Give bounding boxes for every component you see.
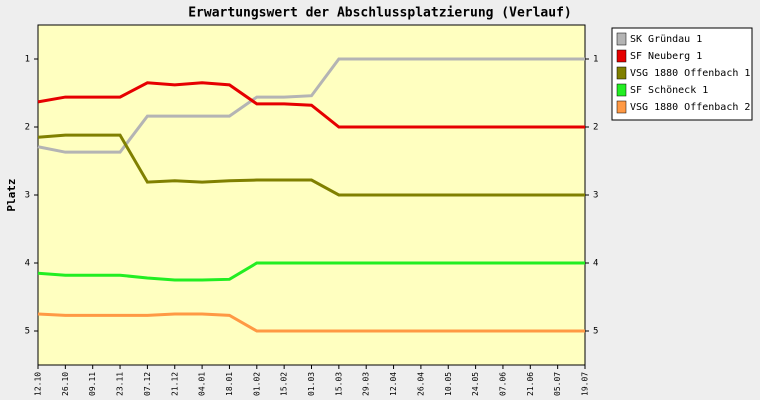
x-tick-label: 26.10 bbox=[61, 372, 70, 396]
x-tick-label: 01.03 bbox=[307, 372, 316, 396]
x-tick-label: 29.03 bbox=[362, 372, 371, 396]
y2-tick-label: 1 bbox=[593, 55, 598, 65]
y-tick-label: 3 bbox=[25, 191, 30, 201]
y2-tick-label: 5 bbox=[593, 327, 598, 337]
y-tick-label: 5 bbox=[25, 327, 30, 337]
x-tick-label: 01.02 bbox=[252, 372, 261, 396]
legend-label: SF Neuberg 1 bbox=[630, 51, 702, 62]
x-tick-label: 18.01 bbox=[225, 372, 234, 396]
y-tick-label: 4 bbox=[25, 259, 30, 269]
x-tick-label: 15.03 bbox=[334, 372, 343, 396]
x-tick-label: 19.07 bbox=[581, 372, 590, 396]
legend-swatch bbox=[616, 49, 627, 63]
x-tick-label: 07.06 bbox=[498, 372, 507, 396]
x-tick-label: 24.05 bbox=[471, 372, 480, 396]
legend-label: SF Schöneck 1 bbox=[630, 85, 708, 96]
legend-label: SK Gründau 1 bbox=[630, 34, 702, 45]
x-tick-label: 09.11 bbox=[88, 372, 97, 396]
x-tick-label: 10.05 bbox=[444, 372, 453, 396]
series-line bbox=[37, 133, 585, 197]
x-tick-label: 07.12 bbox=[143, 372, 152, 396]
chart-title: Erwartungswert der Abschlussplatzierung … bbox=[188, 6, 572, 21]
x-tick-label: 21.06 bbox=[526, 372, 535, 396]
series-line bbox=[37, 57, 585, 154]
y-axis-label: Platz bbox=[5, 178, 18, 211]
x-tick-label: 05.07 bbox=[553, 372, 562, 396]
x-tick-label: 12.10 bbox=[34, 372, 43, 396]
x-tick-label: 15.02 bbox=[280, 372, 289, 396]
y-tick-label: 2 bbox=[25, 123, 30, 133]
y2-tick-label: 2 bbox=[593, 123, 598, 133]
legend-label: VSG 1880 Offenbach 2 bbox=[630, 102, 750, 113]
x-tick-label: 21.12 bbox=[170, 372, 179, 396]
y2-tick-label: 4 bbox=[593, 259, 598, 269]
series-line bbox=[37, 261, 585, 282]
legend-label: VSG 1880 Offenbach 1 bbox=[630, 68, 750, 79]
legend bbox=[611, 27, 753, 121]
legend-swatch bbox=[616, 66, 627, 80]
x-tick-label: 04.01 bbox=[198, 372, 207, 396]
y-tick-label: 1 bbox=[25, 55, 30, 65]
legend-swatch bbox=[616, 32, 627, 46]
y2-tick-label: 3 bbox=[593, 191, 598, 201]
x-tick-label: 23.11 bbox=[116, 372, 125, 396]
series-line bbox=[37, 312, 585, 333]
x-tick-label: 26.04 bbox=[416, 372, 425, 396]
series-line bbox=[37, 81, 585, 129]
x-tick-label: 12.04 bbox=[389, 372, 398, 396]
legend-swatch bbox=[616, 83, 627, 97]
legend-swatch bbox=[616, 100, 627, 114]
